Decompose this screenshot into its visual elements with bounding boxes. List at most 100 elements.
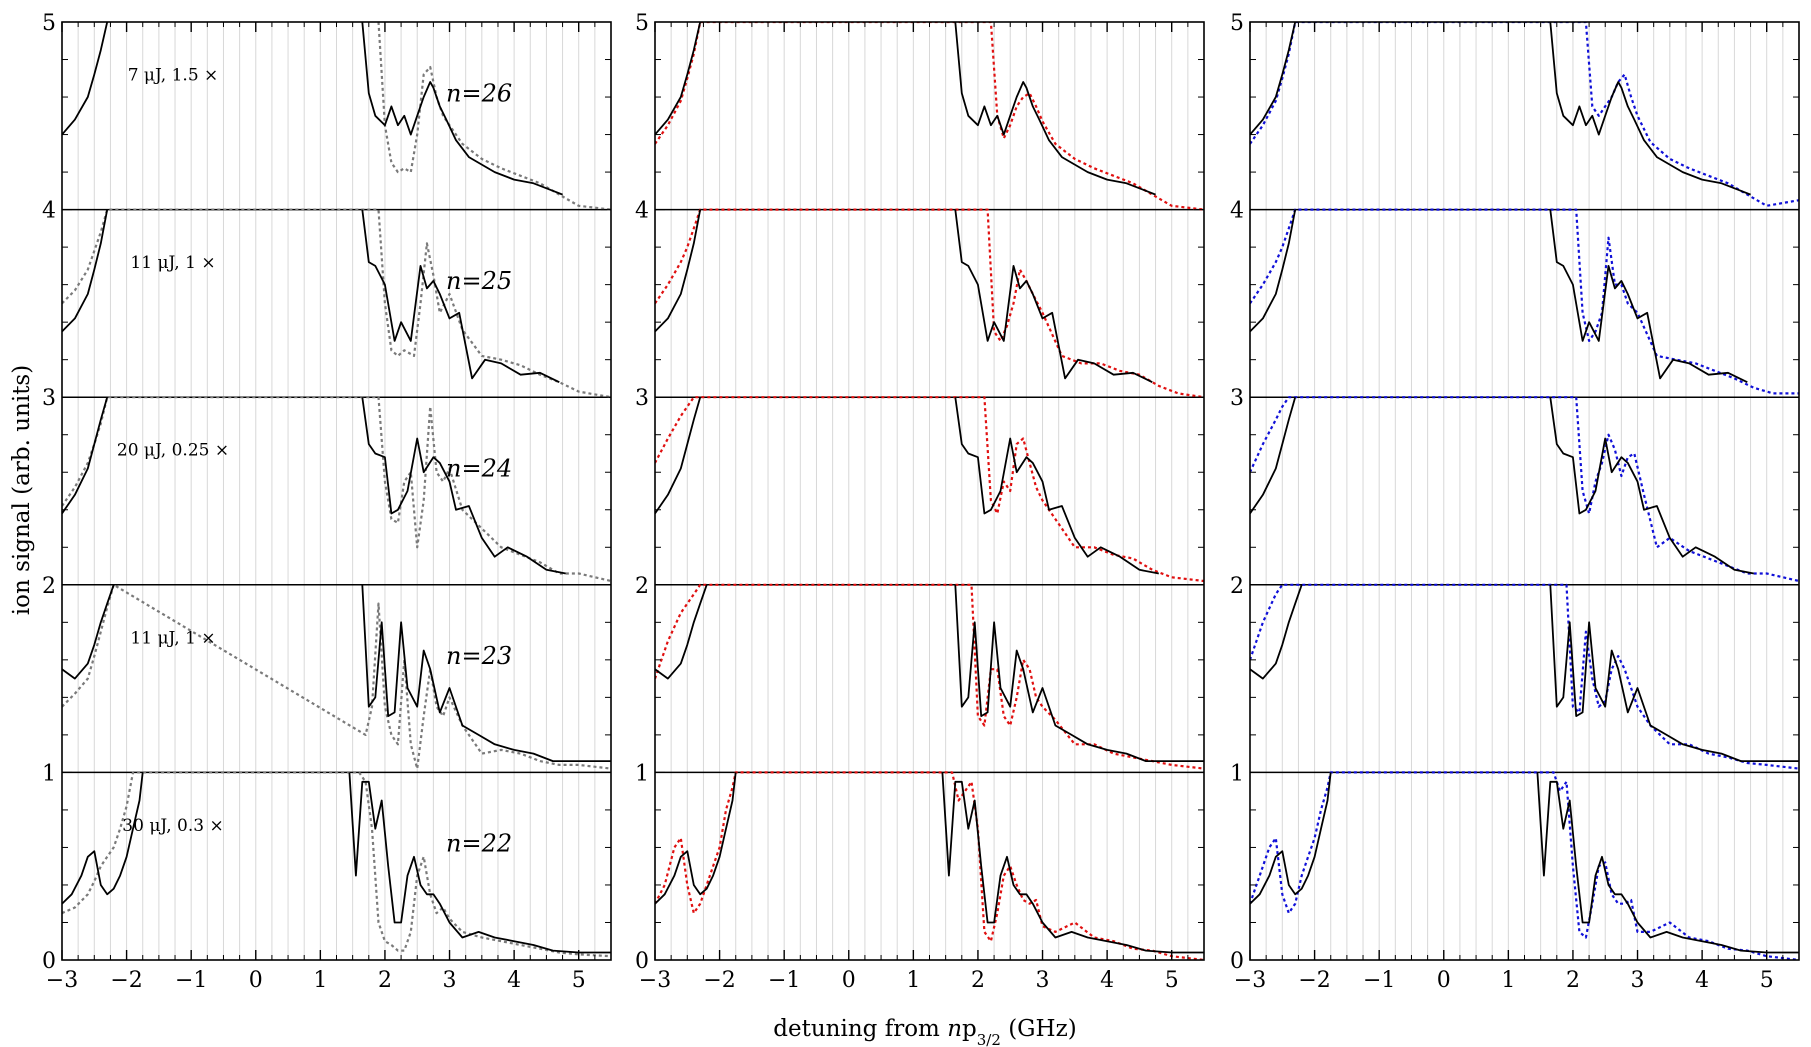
x-tick-label: −1 <box>175 968 207 993</box>
x-tick-label: 2 <box>378 968 392 993</box>
data-line-high-n26 <box>1549 22 1751 196</box>
trace-group <box>62 22 611 958</box>
y-axis-title: ion signal (arb. units) <box>9 365 35 615</box>
y-tick-label: 0 <box>1230 949 1244 974</box>
y-tick-label: 5 <box>1230 11 1244 36</box>
model-line-n23 <box>62 583 611 770</box>
trace-annotation: 20 μJ, 0.25 × <box>117 441 229 461</box>
data-line-high-n23 <box>361 584 611 762</box>
x-tick-label: 2 <box>971 968 985 993</box>
x-tick-label: 4 <box>507 968 521 993</box>
y-axis-label: ion signal (arb. units) <box>9 365 35 615</box>
x-tick-label: −3 <box>46 968 78 993</box>
n-label: n=24 <box>446 454 512 482</box>
trace-annotation: 11 μJ, 1 × <box>130 253 215 273</box>
x-tick-label: 0 <box>842 968 856 993</box>
data-line-low-n23 <box>1250 584 1303 680</box>
model-line-n22 <box>62 771 611 958</box>
data-line-high-n23 <box>1549 584 1799 762</box>
data-line-high-n22 <box>1536 772 1799 954</box>
x-tick-label: 4 <box>1100 968 1114 993</box>
y-tick-label: 2 <box>42 574 56 599</box>
data-line-high-n22 <box>941 772 1204 954</box>
y-tick-label: 2 <box>1230 574 1244 599</box>
y-tick-label: 3 <box>1230 386 1244 411</box>
n-label: n=22 <box>446 830 512 858</box>
x-tick-label: 2 <box>1566 968 1580 993</box>
y-tick-label: 2 <box>635 574 649 599</box>
x-tick-label: 3 <box>443 968 457 993</box>
model-line-n26 <box>377 22 611 211</box>
panel-1: n=26 7 μJ, 1.5 × n=25 11 μJ, 1 × n=24 20 μJ, … <box>42 11 612 993</box>
trace-annotation: 11 μJ, 1 × <box>130 628 215 648</box>
n-label: n=25 <box>446 267 512 295</box>
x-tick-label: 3 <box>1631 968 1645 993</box>
panel-3: −3 −2 −1 0 1 2 3 4 5 0 1 2 3 4 5 <box>1230 11 1800 993</box>
x-tick-label: −3 <box>639 968 671 993</box>
model-line-n22 <box>1250 771 1799 960</box>
data-line-high-n24 <box>954 397 1159 575</box>
n-label: n=26 <box>446 79 512 107</box>
data-line-high-n25 <box>1549 209 1748 384</box>
data-line-low-n22 <box>1250 772 1332 905</box>
data-line-low-n25 <box>62 209 109 333</box>
data-line-high-n24 <box>361 397 566 575</box>
trace-group <box>1250 22 1799 960</box>
data-line-low-n24 <box>62 396 109 515</box>
data-line-low-n22 <box>655 772 737 905</box>
x-tick-label: 5 <box>572 968 586 993</box>
y-tick-label: 4 <box>42 199 56 224</box>
data-line-low-n24 <box>655 396 702 515</box>
model-line-n25 <box>1250 208 1799 395</box>
x-tick-label: −3 <box>1234 968 1266 993</box>
x-tick-label: 1 <box>1501 968 1515 993</box>
data-line-high-n25 <box>954 209 1153 384</box>
model-line-n24 <box>1250 396 1799 583</box>
model-line-n25 <box>655 208 1204 399</box>
x-tick-label: −2 <box>110 968 142 993</box>
model-line-n26 <box>1250 22 1799 207</box>
data-line-low-n23 <box>655 584 708 680</box>
y-tick-label: 4 <box>635 199 649 224</box>
x-tick-label: 4 <box>1695 968 1709 993</box>
data-line-high-n26 <box>361 22 563 196</box>
data-line-high-n22 <box>348 772 611 954</box>
y-tick-label: 3 <box>635 386 649 411</box>
x-tick-label: 0 <box>1437 968 1451 993</box>
x-tick-label: −2 <box>1298 968 1330 993</box>
data-line-high-n26 <box>954 22 1156 196</box>
panel-2: −3 −2 −1 0 1 2 3 4 5 0 1 2 3 4 5 <box>635 11 1205 993</box>
data-line-low-n26 <box>1250 22 1297 136</box>
y-tick-label: 5 <box>635 11 649 36</box>
y-tick-label: 1 <box>42 761 56 786</box>
trace-annotation: 30 μJ, 0.3 × <box>122 816 223 836</box>
data-line-high-n23 <box>954 584 1204 762</box>
model-line-n22 <box>655 771 1204 960</box>
x-axis-label: detuning from np3/2 (GHz) <box>773 1016 1076 1047</box>
y-tick-label: 3 <box>42 386 56 411</box>
data-line-low-n26 <box>62 22 109 136</box>
x-tick-label: 5 <box>1165 968 1179 993</box>
data-line-low-n25 <box>1250 209 1297 333</box>
y-tick-label: 0 <box>42 949 56 974</box>
y-tick-label: 0 <box>635 949 649 974</box>
x-tick-label: 1 <box>313 968 327 993</box>
x-tick-label: 1 <box>906 968 920 993</box>
x-tick-label: −2 <box>703 968 735 993</box>
x-tick-label: 5 <box>1760 968 1774 993</box>
y-tick-label: 4 <box>1230 199 1244 224</box>
trace-annotation: 7 μJ, 1.5 × <box>128 66 219 86</box>
data-line-low-n26 <box>655 22 702 136</box>
y-tick-label: 1 <box>1230 761 1244 786</box>
x-tick-label: −1 <box>1363 968 1395 993</box>
panels: n=26 7 μJ, 1.5 × n=25 11 μJ, 1 × n=24 20 μJ, … <box>42 11 1800 993</box>
data-line-high-n24 <box>1549 397 1754 575</box>
x-tick-label: 3 <box>1036 968 1050 993</box>
x-tick-label: 0 <box>249 968 263 993</box>
y-tick-label: 5 <box>42 11 56 36</box>
x-tick-label: −1 <box>768 968 800 993</box>
data-line-low-n23 <box>62 584 115 680</box>
data-line-low-n24 <box>1250 396 1297 515</box>
data-line-high-n25 <box>361 209 560 384</box>
